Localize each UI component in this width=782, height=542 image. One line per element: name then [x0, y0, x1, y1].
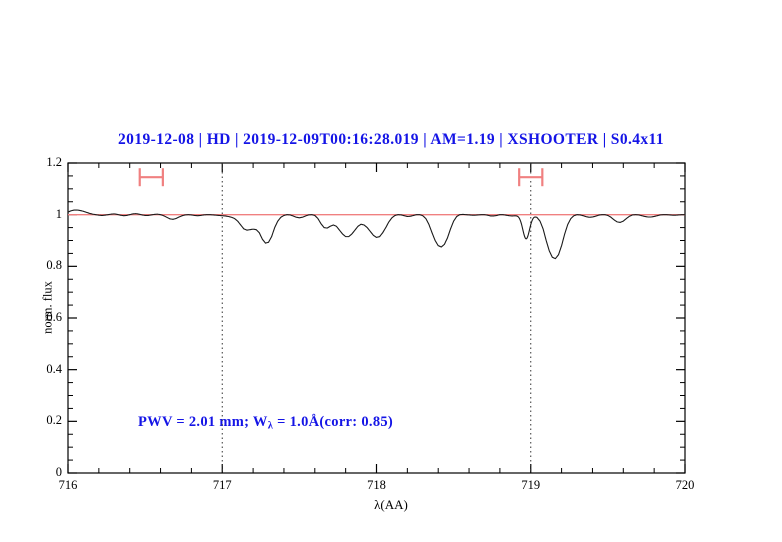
- x-axis-minor-ticks: [98, 163, 655, 473]
- y-tick-label: 0.8: [46, 258, 62, 273]
- y-tick-label: 0.6: [46, 310, 62, 324]
- x-tick-label: 716: [58, 478, 78, 492]
- pwv-annotation-prefix: PWV = 2.01 mm; W: [138, 414, 268, 430]
- error-bar-markers: [138, 168, 544, 187]
- y-axis-major-ticks: [68, 162, 685, 474]
- x-tick-label: 719: [521, 478, 541, 492]
- x-tick-label: 718: [367, 478, 386, 492]
- x-tick-label: 720: [675, 478, 695, 492]
- y-tick-label: 1: [55, 206, 62, 221]
- spectrum-polyline: [67, 209, 685, 260]
- pwv-annotation-suffix: = 1.0Å(corr: 0.85): [273, 414, 394, 430]
- y-tick-label: 1.2: [46, 155, 62, 169]
- vertical-reference-lines: [221, 163, 532, 473]
- figure-title: 2019-12-08 | HD | 2019-12-09T00:16:28.01…: [118, 131, 664, 148]
- x-axis-label: λ(AA): [374, 497, 408, 512]
- spectrum-trace: [67, 209, 685, 260]
- y-tick-label: 0: [55, 465, 62, 479]
- y-tick-label: 0.4: [46, 361, 62, 376]
- x-axis-major-ticks: [67, 163, 686, 473]
- y-tick-label: 0.2: [46, 413, 62, 428]
- pwv-annotation: PWV = 2.01 mm; Wλ = 1.0Å(corr: 0.85): [138, 414, 393, 432]
- y-axis-minor-ticks: [68, 175, 685, 461]
- x-tick-label: 717: [212, 478, 232, 492]
- pwv-annotation-subscript: λ: [267, 420, 274, 432]
- axes-frame: [67, 162, 686, 474]
